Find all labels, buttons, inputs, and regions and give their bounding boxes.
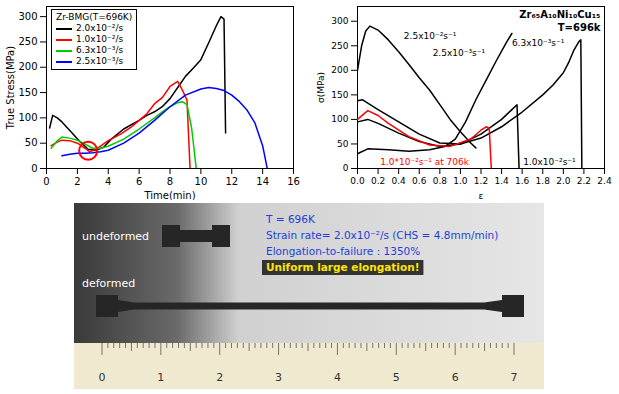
svg-text:T = 696K: T = 696K: [265, 213, 316, 225]
html-text:1.0x10⁻²/s: 1.0x10⁻²/s: [76, 34, 124, 44]
svg-text:150: 150: [18, 87, 37, 98]
svg-text:8: 8: [167, 176, 173, 187]
svg-text:2.4: 2.4: [597, 176, 612, 186]
svg-text:4: 4: [105, 176, 111, 187]
svg-text:5: 5: [393, 371, 400, 384]
svg-text:Elongation-to-failure : 1350%: Elongation-to-failure : 1350%: [266, 245, 420, 257]
svg-text:7: 7: [511, 371, 518, 384]
svg-text:0: 0: [43, 176, 49, 187]
svg-text:16: 16: [287, 176, 300, 187]
svg-text:0.2: 0.2: [371, 176, 385, 186]
svg-text:14: 14: [256, 176, 269, 187]
svg-text:0: 0: [343, 163, 349, 173]
svg-text:1.0x10⁻²s⁻¹: 1.0x10⁻²s⁻¹: [523, 157, 576, 167]
svg-text:300: 300: [331, 16, 348, 26]
svg-text:2.0: 2.0: [556, 176, 571, 186]
svg-text:200: 200: [331, 65, 348, 75]
svg-text:1.0: 1.0: [453, 176, 468, 186]
svg-text:σ(MPa): σ(MPa): [316, 72, 326, 103]
svg-text:2.5x10⁻³s⁻¹: 2.5x10⁻³s⁻¹: [433, 48, 486, 58]
svg-text:1: 1: [157, 371, 164, 384]
svg-text:2.5x10⁻²s⁻¹: 2.5x10⁻²s⁻¹: [404, 31, 457, 41]
svg-text:T=696k: T=696k: [558, 22, 601, 33]
svg-text:50: 50: [25, 137, 38, 148]
svg-text:1.6: 1.6: [515, 176, 530, 186]
svg-text:0.0: 0.0: [350, 176, 365, 186]
svg-text:1.8: 1.8: [536, 176, 551, 186]
svg-text:Strain rate= 2.0x10⁻²/s (CHS =: Strain rate= 2.0x10⁻²/s (CHS = 4.8mm/min…: [266, 229, 498, 241]
html-text:2.5x10⁻³/s: 2.5x10⁻³/s: [76, 56, 124, 66]
svg-text:2.2: 2.2: [577, 176, 591, 186]
svg-text:0.8: 0.8: [433, 176, 448, 186]
html-text:2.0x10⁻²/s: 2.0x10⁻²/s: [76, 23, 124, 33]
svg-text:Time(min): Time(min): [143, 190, 195, 201]
svg-text:200: 200: [18, 61, 37, 72]
svg-text:100: 100: [331, 114, 348, 124]
svg-text:Uniform large elongation!: Uniform large elongation!: [266, 261, 419, 273]
svg-text:300: 300: [18, 11, 37, 22]
svg-text:6.3x10⁻³s⁻¹: 6.3x10⁻³s⁻¹: [512, 38, 565, 48]
svg-text:0: 0: [99, 371, 106, 384]
svg-text:0.4: 0.4: [392, 176, 407, 186]
svg-text:100: 100: [18, 112, 37, 123]
svg-text:50: 50: [337, 139, 349, 149]
svg-text:10: 10: [195, 176, 208, 187]
svg-text:250: 250: [18, 36, 37, 47]
svg-text:2: 2: [74, 176, 80, 187]
svg-text:True Stress(MPa): True Stress(MPa): [5, 46, 16, 130]
svg-text:2: 2: [216, 371, 223, 384]
svg-text:Zr₆₅A₁₀Ni₁₀Cu₁₅: Zr₆₅A₁₀Ni₁₀Cu₁₅: [519, 9, 600, 20]
svg-text:150: 150: [331, 90, 348, 100]
svg-text:12: 12: [225, 176, 238, 187]
svg-text:6: 6: [136, 176, 142, 187]
svg-text:3: 3: [275, 371, 282, 384]
svg-text:deformed: deformed: [82, 277, 135, 290]
html-text:Zr-BMG(T=696K): Zr-BMG(T=696K): [56, 12, 133, 22]
svg-text:1.4: 1.4: [494, 176, 509, 186]
svg-text:0: 0: [31, 163, 37, 174]
svg-text:ε: ε: [479, 191, 484, 201]
svg-text:6: 6: [452, 371, 459, 384]
svg-text:0.6: 0.6: [412, 176, 427, 186]
html-text:6.3x10⁻³/s: 6.3x10⁻³/s: [76, 45, 124, 55]
svg-text:1.0*10⁻²s⁻¹ at 706k: 1.0*10⁻²s⁻¹ at 706k: [380, 157, 470, 167]
svg-text:1.2: 1.2: [474, 176, 488, 186]
svg-text:250: 250: [331, 41, 348, 51]
svg-text:4: 4: [334, 371, 341, 384]
svg-text:undeformed: undeformed: [82, 230, 149, 243]
